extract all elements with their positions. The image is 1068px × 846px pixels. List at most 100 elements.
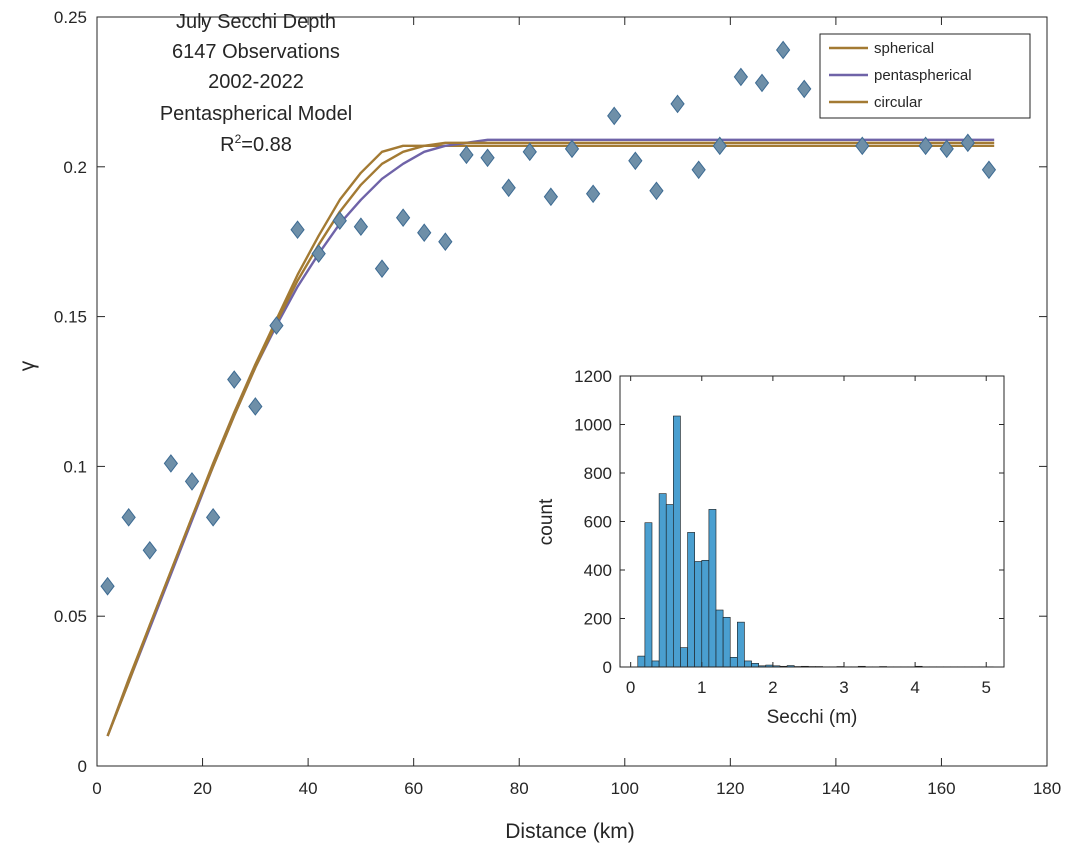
title-line-2: 6147 Observations bbox=[172, 41, 340, 63]
histogram-bar bbox=[694, 561, 703, 668]
inset-x-tick-label: 3 bbox=[839, 678, 848, 697]
legend: spherical pentaspherical circular bbox=[819, 33, 1031, 119]
x-tick-label: 140 bbox=[822, 779, 850, 798]
inset-x-tick-label: 5 bbox=[981, 678, 990, 697]
data-point bbox=[960, 133, 975, 153]
data-point bbox=[480, 148, 495, 168]
inset-y-tick-label: 200 bbox=[584, 610, 612, 629]
y-tick-label: 0.1 bbox=[63, 457, 87, 476]
x-tick-label: 60 bbox=[404, 779, 423, 798]
data-point bbox=[649, 181, 664, 201]
inset-y-axis-label: count bbox=[536, 498, 557, 545]
data-point bbox=[754, 73, 770, 93]
data-point bbox=[607, 106, 622, 126]
x-tick-label: 160 bbox=[927, 779, 955, 798]
data-point bbox=[797, 79, 812, 99]
data-point bbox=[522, 142, 537, 162]
legend-entry-circular: circular bbox=[829, 94, 922, 111]
x-tick-label: 40 bbox=[299, 779, 318, 798]
r-squared-annotation: R2=0.88 bbox=[220, 132, 292, 156]
data-point bbox=[855, 136, 870, 156]
x-tick-label: 0 bbox=[92, 779, 101, 798]
data-point bbox=[775, 40, 791, 60]
title-line-3: 2002-2022 bbox=[208, 71, 304, 93]
y-tick-label: 0.2 bbox=[63, 158, 87, 177]
histogram-bar bbox=[680, 647, 688, 668]
data-point bbox=[543, 187, 559, 207]
data-point bbox=[290, 220, 305, 240]
data-point bbox=[332, 211, 347, 231]
data-point bbox=[733, 67, 749, 87]
inset-histogram: 0 1 2 3 4 5 0 200 400 600 800 1000 1200 Secchi (m) c… bbox=[536, 367, 1005, 728]
x-axis-label: Distance (km) bbox=[505, 820, 635, 843]
histogram-bar bbox=[729, 656, 738, 668]
data-point bbox=[459, 145, 474, 165]
inset-x-tick-label: 4 bbox=[910, 678, 919, 697]
r2-value: =0.88 bbox=[241, 134, 292, 156]
legend-entry-spherical: spherical bbox=[829, 40, 934, 57]
legend-label-spherical: spherical bbox=[874, 40, 934, 57]
data-point bbox=[564, 139, 580, 159]
data-point bbox=[918, 136, 933, 156]
data-point bbox=[501, 178, 516, 198]
y-tick-label: 0.05 bbox=[54, 607, 87, 626]
inset-x-tick-label: 1 bbox=[697, 678, 706, 697]
inset-y-tick-label: 0 bbox=[603, 658, 612, 677]
empirical-semivariance-points bbox=[100, 40, 997, 596]
data-point bbox=[691, 160, 706, 180]
y-tick-label: 0.25 bbox=[54, 8, 87, 27]
histogram-bar bbox=[644, 522, 653, 668]
data-point bbox=[374, 259, 390, 278]
histogram-bar bbox=[751, 663, 759, 668]
r2-superscript: 2 bbox=[235, 132, 242, 146]
histogram-bar bbox=[673, 415, 681, 668]
legend-label-circular: circular bbox=[874, 94, 922, 111]
y-tick-label: 0.15 bbox=[54, 308, 87, 327]
main-ticks: 0 20 40 60 80 100 120 140 160 18000.050.10.150.20… bbox=[54, 8, 1061, 798]
data-point bbox=[205, 508, 221, 527]
series-line-circular bbox=[106, 141, 995, 737]
histogram-bar bbox=[744, 660, 752, 668]
title-line-4: Pentaspherical Model bbox=[160, 103, 352, 125]
data-point bbox=[939, 139, 954, 159]
x-tick-label: 80 bbox=[510, 779, 529, 798]
x-tick-label: 20 bbox=[193, 779, 212, 798]
data-point bbox=[142, 540, 157, 560]
data-point bbox=[438, 232, 453, 252]
inset-y-tick-label: 1200 bbox=[574, 367, 612, 386]
data-point bbox=[227, 370, 242, 389]
inset-y-tick-label: 600 bbox=[584, 513, 612, 532]
histogram-bar bbox=[715, 609, 724, 668]
data-point bbox=[981, 160, 997, 180]
histogram-bar bbox=[722, 616, 731, 668]
y-axis-label: γ bbox=[16, 360, 39, 371]
inset-y-tick-label: 800 bbox=[584, 464, 612, 483]
data-point bbox=[100, 576, 115, 596]
histogram-bar bbox=[687, 532, 695, 668]
x-tick-label: 120 bbox=[716, 779, 744, 798]
main-axes-box bbox=[96, 16, 1048, 767]
r2-prefix: R bbox=[220, 134, 234, 156]
x-tick-label: 100 bbox=[611, 779, 639, 798]
inset-y-tick-label: 400 bbox=[584, 561, 612, 580]
inset-x-tick-label: 2 bbox=[768, 678, 777, 697]
inset-ticks: 0 1 2 3 4 5 0 200 400 600 800 1000 1200 bbox=[574, 367, 1004, 697]
data-point bbox=[353, 217, 369, 237]
data-point bbox=[311, 244, 326, 264]
data-point bbox=[670, 94, 685, 114]
histogram-bar bbox=[708, 509, 717, 668]
inset-x-axis-label: Secchi (m) bbox=[767, 707, 858, 728]
data-point bbox=[585, 184, 601, 204]
x-tick-label: 180 bbox=[1033, 779, 1061, 798]
data-point bbox=[184, 472, 200, 491]
data-point bbox=[712, 136, 727, 156]
legend-entry-pentaspherical: pentaspherical bbox=[829, 67, 972, 84]
legend-label-pentaspherical: pentaspherical bbox=[874, 67, 972, 84]
data-point bbox=[628, 151, 643, 171]
histogram-bar bbox=[665, 504, 674, 668]
data-point bbox=[417, 223, 432, 243]
data-point bbox=[269, 316, 284, 335]
inset-x-tick-label: 0 bbox=[626, 678, 635, 697]
histogram-bar bbox=[637, 655, 646, 668]
